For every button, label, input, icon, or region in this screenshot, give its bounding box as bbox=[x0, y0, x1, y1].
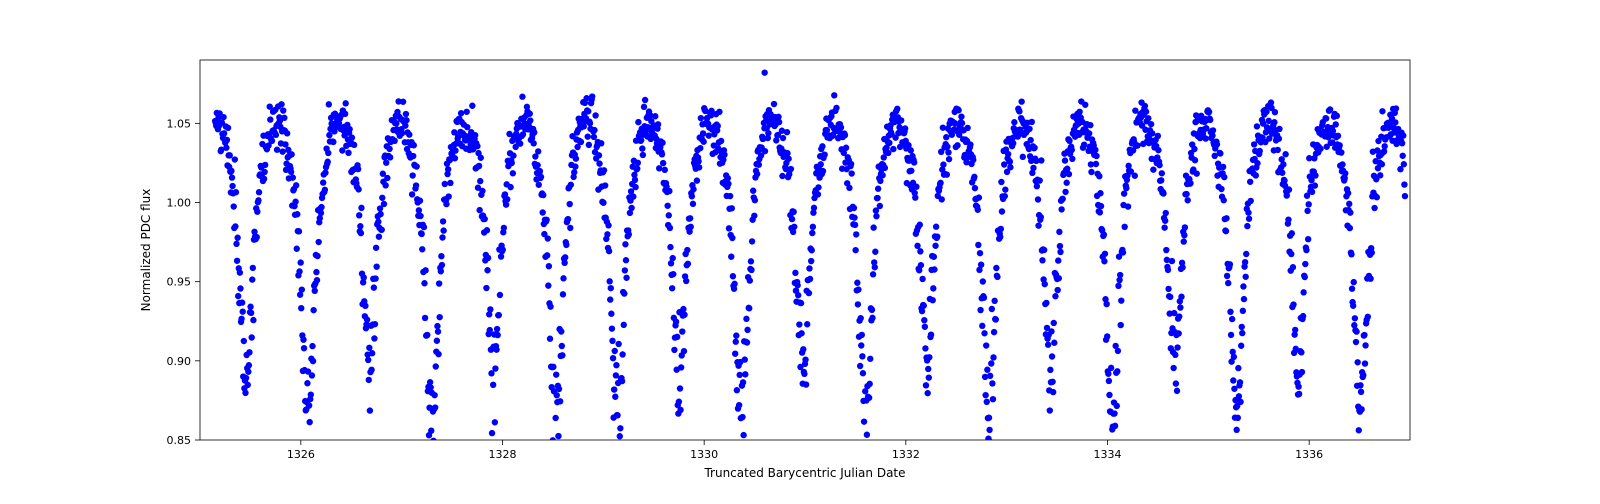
y-tick-label: 0.95 bbox=[167, 276, 192, 289]
x-tick-label: 1334 bbox=[1094, 448, 1122, 461]
y-axis-label: Normalized PDC flux bbox=[139, 189, 153, 312]
x-tick-label: 1328 bbox=[489, 448, 517, 461]
y-tick-label: 0.90 bbox=[167, 355, 192, 368]
x-tick-label: 1336 bbox=[1295, 448, 1323, 461]
lightcurve-chart: 1326 1328 1330 1332 1334 1336 0.85 0.90 0.95 1.00… bbox=[0, 0, 1600, 500]
x-tick-label: 1332 bbox=[892, 448, 920, 461]
x-axis-label: Truncated Barycentric Julian Date bbox=[200, 466, 1410, 480]
x-tick-label: 1326 bbox=[287, 448, 315, 461]
y-tick-label: 0.85 bbox=[167, 434, 192, 447]
chart-container: 1326 1328 1330 1332 1334 1336 0.85 0.90 0.95 1.00… bbox=[0, 0, 1600, 500]
y-tick-label: 1.00 bbox=[167, 197, 192, 210]
y-tick-label: 1.05 bbox=[167, 117, 192, 130]
x-tick-label: 1330 bbox=[690, 448, 718, 461]
